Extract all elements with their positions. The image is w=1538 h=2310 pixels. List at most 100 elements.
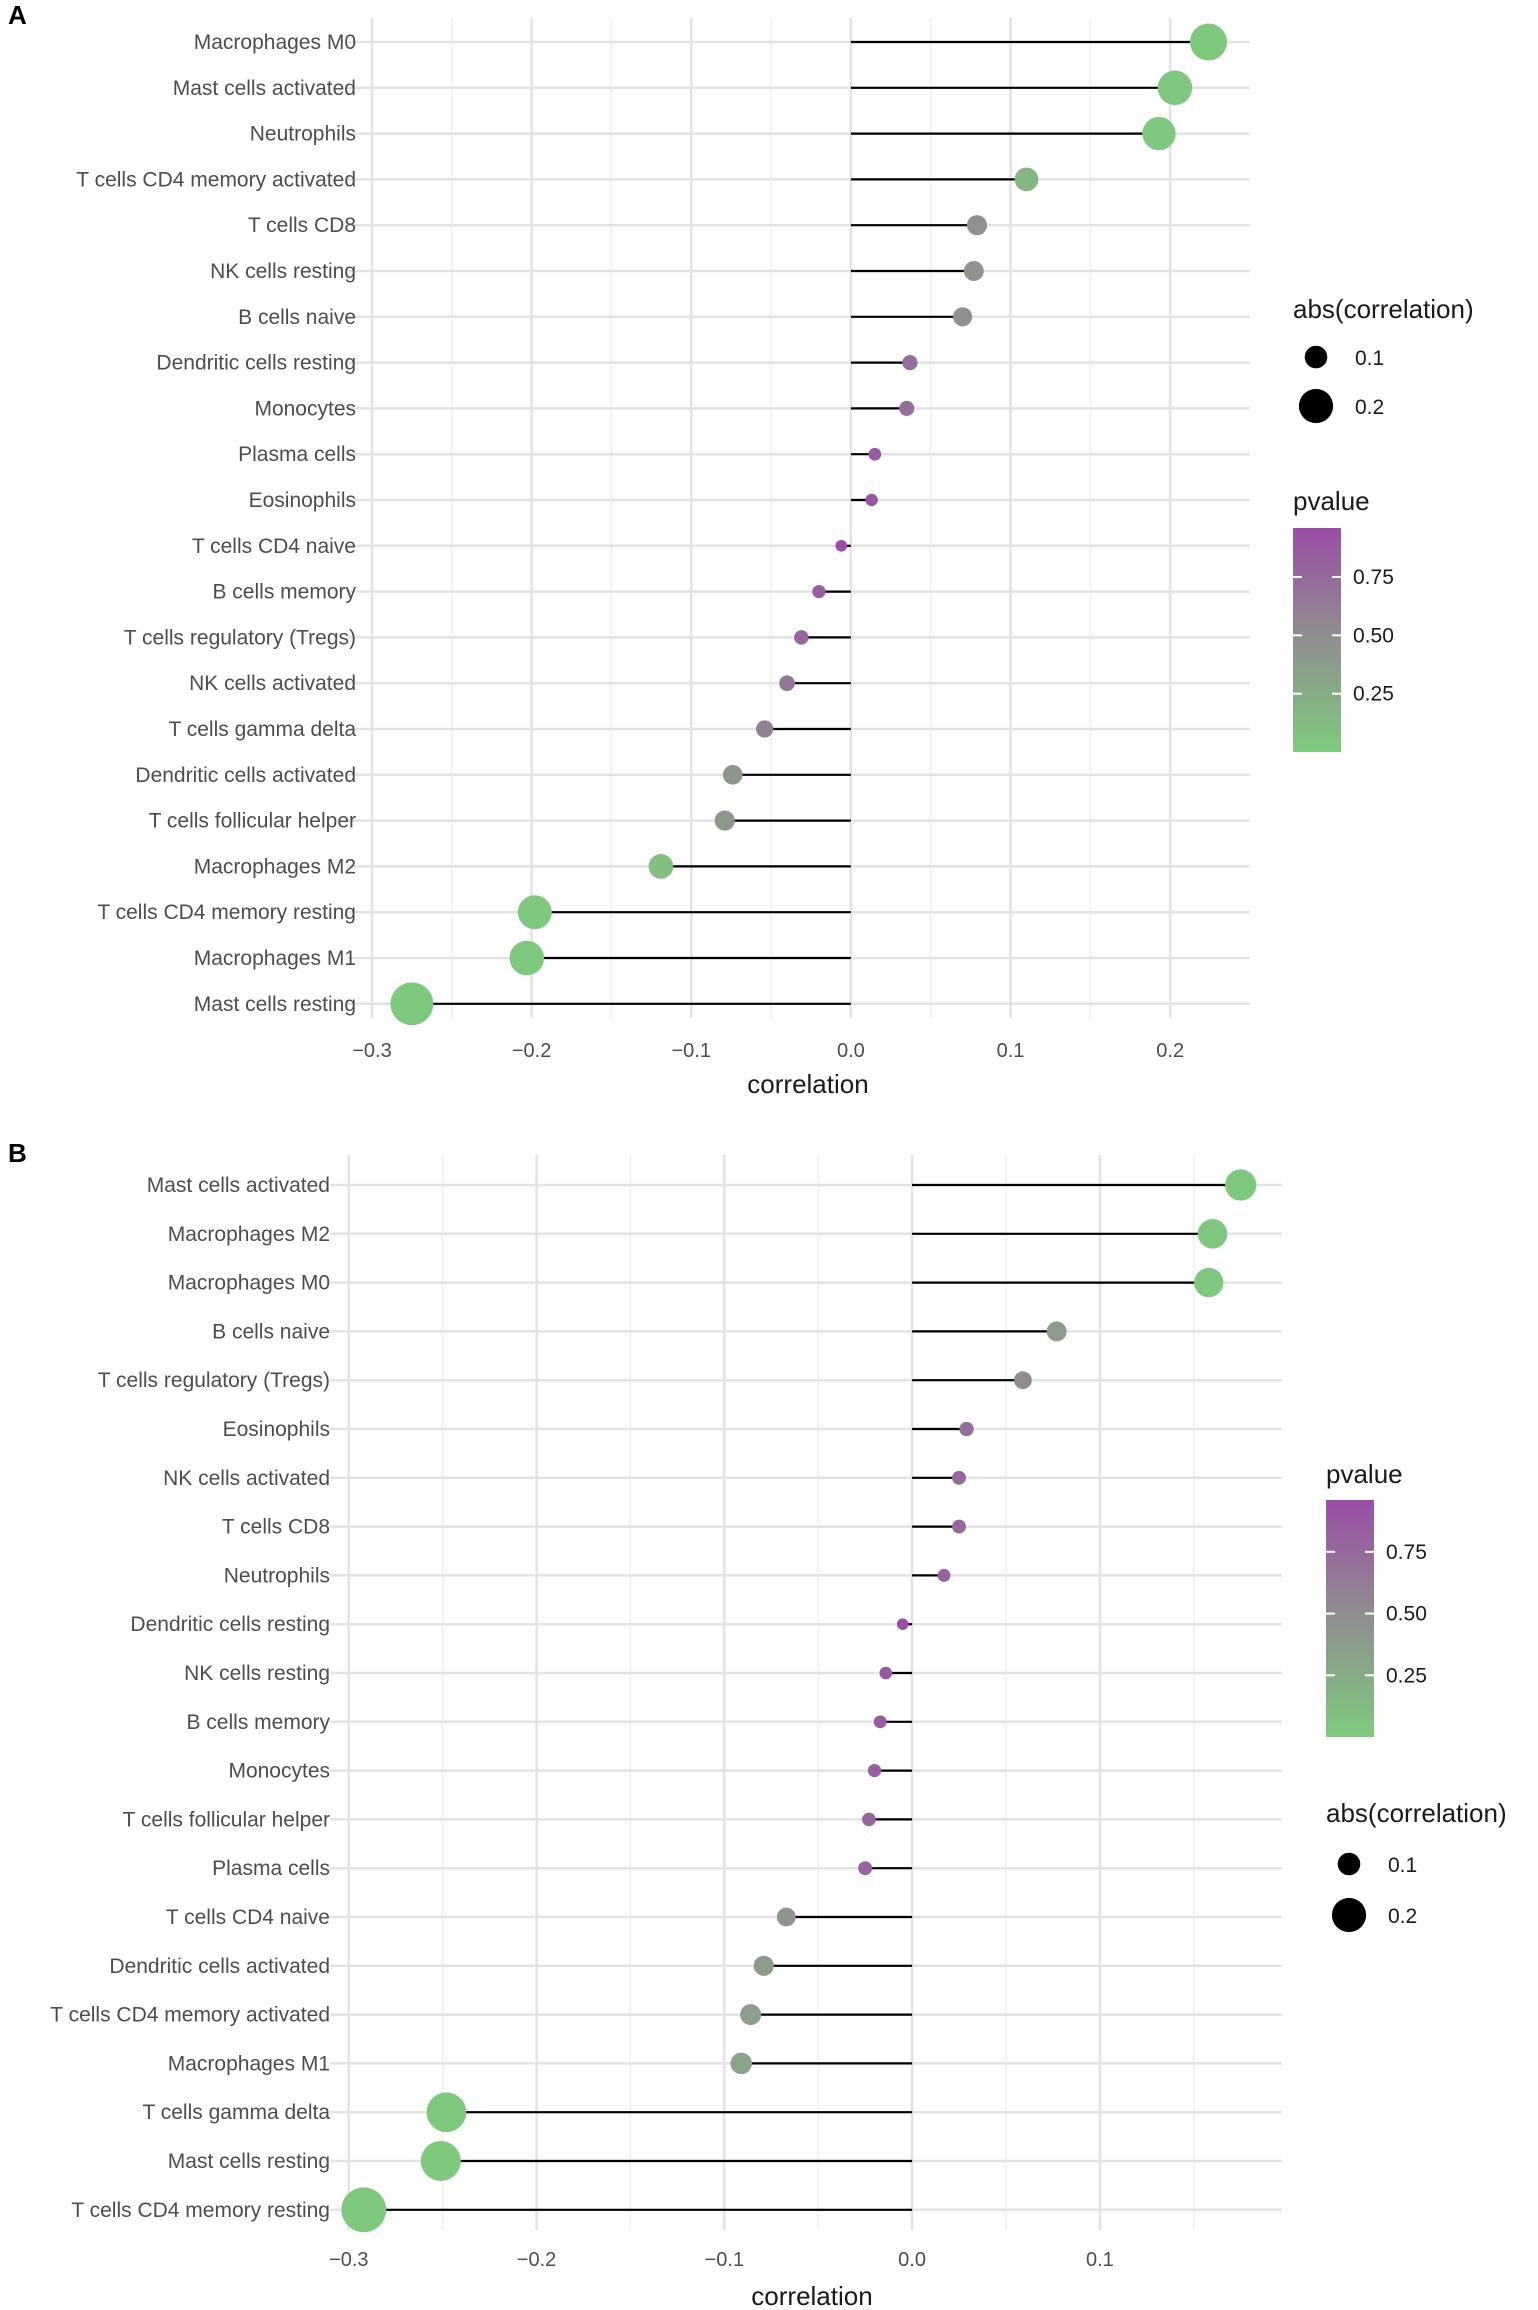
lollipop-point <box>1142 116 1176 151</box>
x-axis-title: correlation <box>747 1069 868 1099</box>
category-label: Macrophages M1 <box>168 2052 330 2075</box>
x-tick-label: −0.2 <box>517 2249 556 2271</box>
category-label: Eosinophils <box>249 489 356 512</box>
x-tick-label: 0.1 <box>1086 2249 1114 2271</box>
lollipop-point <box>879 1666 893 1680</box>
lollipop-point <box>953 307 973 327</box>
x-tick-label: 0.1 <box>997 1040 1025 1062</box>
lollipop-point <box>867 1763 882 1778</box>
size-legend-label: 0.2 <box>1388 1905 1417 1928</box>
category-label: B cells memory <box>212 581 356 604</box>
lollipop-point <box>390 982 434 1026</box>
lollipop-point <box>1013 1371 1032 1390</box>
lollipop-point <box>517 895 552 930</box>
category-label: B cells naive <box>212 1320 330 1343</box>
category-label: T cells follicular helper <box>149 810 356 833</box>
category-label: Dendritic cells resting <box>130 1613 330 1636</box>
lollipop-point <box>899 400 915 416</box>
x-tick-label: 0.0 <box>898 2249 926 2271</box>
category-label: B cells naive <box>238 306 356 329</box>
color-legend-title: pvalue <box>1293 486 1370 516</box>
lollipop-point <box>776 1907 796 1927</box>
lollipop-point <box>959 1421 974 1437</box>
lollipop-point <box>753 1955 774 1976</box>
lollipop-point <box>896 1618 909 1630</box>
category-label: T cells CD4 memory activated <box>50 2004 330 2027</box>
category-label: Macrophages M1 <box>194 947 356 970</box>
category-label: Eosinophils <box>223 1418 330 1441</box>
lollipop-point <box>902 354 918 371</box>
category-label: Plasma cells <box>212 1857 330 1880</box>
lollipop-point <box>730 2052 752 2075</box>
lollipop-point <box>722 765 743 785</box>
lollipop-point <box>714 810 735 831</box>
category-label: T cells follicular helper <box>123 1808 330 1831</box>
lollipop-point <box>952 1519 966 1534</box>
size-legend-key <box>1337 1852 1361 1876</box>
colorbar-label: 0.25 <box>1386 1664 1427 1687</box>
category-label: T cells gamma delta <box>168 718 356 741</box>
category-label: T cells CD4 naive <box>192 535 356 558</box>
x-tick-label: −0.2 <box>512 1040 551 1062</box>
size-legend-key <box>1298 388 1334 424</box>
pvalue-colorbar <box>1293 528 1341 752</box>
color-legend: pvalue 0.75 0.50 0.25 <box>1326 1459 1427 1737</box>
lollipop-point <box>1194 1267 1224 1298</box>
x-axis-title: correlation <box>751 2281 872 2310</box>
category-label: Mast cells resting <box>168 2150 330 2173</box>
category-label: Macrophages M0 <box>168 1272 330 1295</box>
size-legend: abs(correlation) 0.1 0.2 <box>1293 294 1474 424</box>
lollipop-point <box>963 261 984 281</box>
category-label: NK cells resting <box>210 260 356 283</box>
panel-letter: B <box>8 1138 27 1168</box>
lollipop-point <box>952 1470 966 1485</box>
colorbar-label: 0.25 <box>1353 683 1394 706</box>
category-label: T cells CD8 <box>222 1516 330 1539</box>
category-label: B cells memory <box>186 1711 330 1734</box>
colorbar-label: 0.50 <box>1386 1603 1427 1626</box>
lollipop-point <box>509 940 545 976</box>
chart-panel-a: A −0.3 −0.2 −0.1 0.0 0.1 0.2 Macrophages M0 Mast… <box>8 0 1474 1099</box>
colorbar-label: 0.75 <box>1386 1541 1427 1564</box>
category-label: T cells CD8 <box>248 214 356 237</box>
lollipop-point <box>835 539 848 552</box>
lollipop-point <box>1014 167 1039 192</box>
lollipop-point <box>862 1812 876 1827</box>
lollipop-point <box>740 2004 762 2026</box>
lollipop-point <box>858 1861 873 1876</box>
category-label: T cells gamma delta <box>142 2101 330 2124</box>
size-legend-title: abs(correlation) <box>1293 294 1474 324</box>
chart-panel-b: B −0.3 −0.2 −0.1 0.0 0.1 Mast cells activated M… <box>8 1138 1507 2310</box>
category-label: Dendritic cells resting <box>156 352 356 375</box>
size-legend-label: 0.1 <box>1355 347 1384 370</box>
lollipop-point <box>868 447 882 461</box>
category-label: T cells CD4 memory resting <box>97 901 356 924</box>
pvalue-colorbar <box>1326 1500 1374 1737</box>
lollipop-point <box>1190 23 1227 61</box>
size-legend-label: 0.2 <box>1355 396 1384 419</box>
category-label: Mast cells activated <box>147 1174 330 1197</box>
x-tick-label: −0.3 <box>329 2249 368 2271</box>
color-legend-title: pvalue <box>1326 1459 1403 1489</box>
lollipop-point <box>937 1568 951 1582</box>
lollipop-point <box>873 1715 887 1729</box>
lollipop-point <box>1225 1169 1257 1201</box>
size-legend-title: abs(correlation) <box>1326 1798 1507 1828</box>
category-label: Macrophages M0 <box>194 31 356 54</box>
x-tick-label: 0.2 <box>1156 1040 1184 1062</box>
lollipop-point <box>648 853 674 879</box>
category-label: NK cells activated <box>189 672 356 695</box>
lollipop-point <box>420 2140 461 2182</box>
lollipop-point <box>865 493 878 507</box>
category-label: NK cells resting <box>184 1662 330 1685</box>
category-label: Mast cells resting <box>194 993 356 1016</box>
category-label: Macrophages M2 <box>194 855 356 878</box>
size-legend-label: 0.1 <box>1388 1854 1417 1877</box>
lollipop-point <box>756 720 774 738</box>
category-label: Dendritic cells activated <box>109 1955 330 1978</box>
x-tick-label: −0.3 <box>352 1040 391 1062</box>
lollipop-point <box>794 630 809 645</box>
category-label: Macrophages M2 <box>168 1223 330 1246</box>
lollipop-point <box>779 675 795 692</box>
